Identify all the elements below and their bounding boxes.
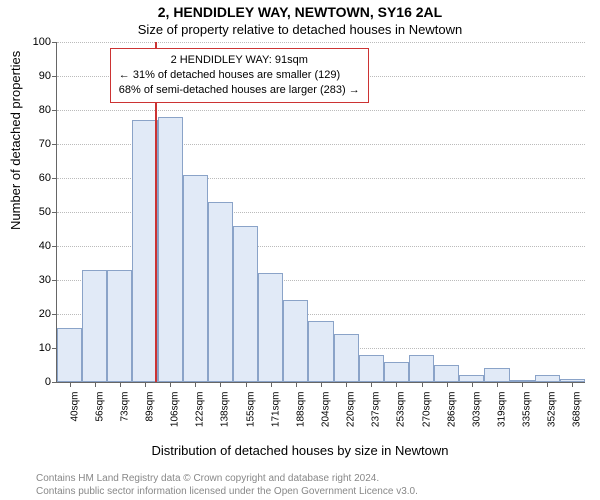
bar [535,375,560,382]
info-box: 2 HENDIDLEY WAY: 91sqm← 31% of detached … [110,48,369,103]
bar [359,355,384,382]
bar [132,120,157,382]
footer-line1: Contains HM Land Registry data © Crown c… [36,473,600,486]
footer-line2: Contains public sector information licen… [36,486,600,499]
xtick-label: 56sqm [94,392,105,422]
xtick-mark [246,382,247,387]
ytick-mark [52,110,57,111]
ytick-mark [52,144,57,145]
gridline-h [57,42,585,43]
bar [107,270,132,382]
xtick-label: 270sqm [421,392,432,428]
xtick-mark [472,382,473,387]
ytick-label: 70 [39,138,51,150]
page-title-line2: Size of property relative to detached ho… [0,22,600,37]
xtick-label: 335sqm [522,392,533,428]
ytick-mark [52,280,57,281]
ytick-label: 60 [39,172,51,184]
bar [434,365,459,382]
bar [334,334,359,382]
xtick-label: 319sqm [497,392,508,428]
bar [308,321,333,382]
xtick-label: 122sqm [195,392,206,428]
xtick-label: 253sqm [396,392,407,428]
xtick-label: 155sqm [245,392,256,428]
ytick-label: 80 [39,104,51,116]
ytick-label: 100 [33,36,51,48]
xtick-mark [371,382,372,387]
ytick-label: 0 [45,376,51,388]
ytick-label: 20 [39,308,51,320]
xtick-label: 138sqm [220,392,231,428]
ytick-mark [52,314,57,315]
bar [82,270,107,382]
xtick-label: 237sqm [371,392,382,428]
xtick-mark [572,382,573,387]
xtick-mark [296,382,297,387]
footer-attribution: Contains HM Land Registry data © Crown c… [0,473,600,498]
xtick-label: 303sqm [471,392,482,428]
ytick-label: 50 [39,206,51,218]
xtick-mark [447,382,448,387]
x-axis-label: Distribution of detached houses by size … [0,443,600,458]
ytick-mark [52,76,57,77]
y-axis-label: Number of detached properties [8,51,23,230]
xtick-mark [170,382,171,387]
ytick-mark [52,246,57,247]
ytick-mark [52,382,57,383]
ytick-mark [52,42,57,43]
xtick-mark [95,382,96,387]
ytick-label: 10 [39,342,51,354]
bar [233,226,258,382]
xtick-mark [220,382,221,387]
xtick-label: 220sqm [346,392,357,428]
bar [384,362,409,382]
page-title-line1: 2, HENDIDLEY WAY, NEWTOWN, SY16 2AL [0,4,600,20]
xtick-mark [70,382,71,387]
info-box-line1: 2 HENDIDLEY WAY: 91sqm [119,53,360,68]
bar [409,355,434,382]
bar [484,368,509,382]
xtick-mark [422,382,423,387]
xtick-label: 352sqm [547,392,558,428]
info-box-line2: ← 31% of detached houses are smaller (12… [119,68,360,83]
xtick-mark [497,382,498,387]
bar [183,175,208,382]
xtick-label: 188sqm [295,392,306,428]
ytick-label: 30 [39,274,51,286]
xtick-mark [522,382,523,387]
xtick-mark [547,382,548,387]
bar [208,202,233,382]
xtick-label: 89sqm [145,392,156,422]
xtick-mark [145,382,146,387]
plot-area: 010203040506070809010040sqm56sqm73sqm89s… [56,42,585,383]
xtick-label: 204sqm [321,392,332,428]
xtick-mark [321,382,322,387]
ytick-mark [52,212,57,213]
bar [258,273,283,382]
xtick-label: 40sqm [69,392,80,422]
xtick-mark [195,382,196,387]
xtick-label: 73sqm [119,392,130,422]
xtick-label: 106sqm [170,392,181,428]
bar [459,375,484,382]
xtick-label: 171sqm [270,392,281,428]
xtick-label: 286sqm [446,392,457,428]
chart-container: 2, HENDIDLEY WAY, NEWTOWN, SY16 2AL Size… [0,0,600,500]
bar [283,300,308,382]
xtick-mark [271,382,272,387]
bar [57,328,82,382]
info-box-line3: 68% of semi-detached houses are larger (… [119,83,360,98]
gridline-h [57,110,585,111]
xtick-label: 368sqm [572,392,583,428]
bar [158,117,183,382]
xtick-mark [396,382,397,387]
xtick-mark [346,382,347,387]
xtick-mark [120,382,121,387]
ytick-label: 90 [39,70,51,82]
ytick-label: 40 [39,240,51,252]
ytick-mark [52,178,57,179]
